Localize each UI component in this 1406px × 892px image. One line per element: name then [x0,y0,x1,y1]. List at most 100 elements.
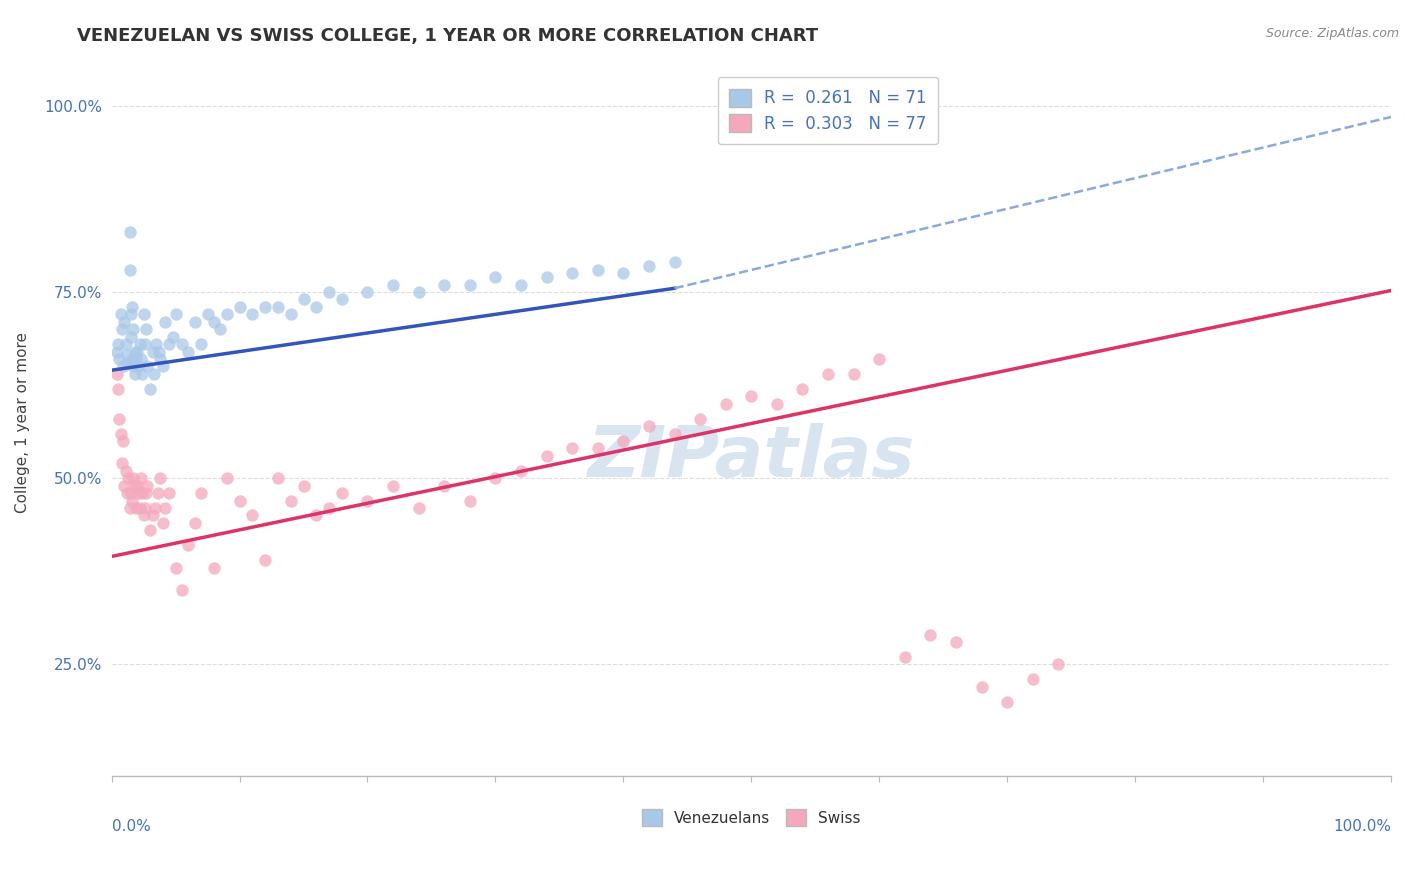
Point [433,277,456,292]
Point [228,300,250,314]
Point [664,255,686,269]
Point [433,478,456,492]
Text: Source: ZipAtlas.com: Source: ZipAtlas.com [1265,27,1399,40]
Point [177,538,200,552]
Point [586,442,609,456]
Point [586,262,609,277]
Point [215,307,238,321]
Point [536,449,558,463]
Point [612,266,634,280]
Point [202,560,225,574]
Point [970,680,993,694]
Point [149,471,172,485]
Point [458,277,481,292]
Point [292,478,315,492]
Point [114,464,136,478]
Point [458,493,481,508]
Point [157,337,180,351]
Point [143,501,166,516]
Point [136,359,159,374]
Point [484,471,506,485]
Point [638,419,661,434]
Point [108,411,131,425]
Point [127,359,149,374]
Point [117,471,139,485]
Point [136,478,159,492]
Point [111,456,134,470]
Point [664,426,686,441]
Point [842,367,865,381]
Point [254,553,277,567]
Point [118,262,141,277]
Point [132,508,155,523]
Text: 100.0%: 100.0% [1333,819,1391,834]
Point [170,337,193,351]
Point [190,486,212,500]
Point [152,359,174,374]
Point [190,337,212,351]
Point [165,560,187,574]
Legend: Venezuelans, Swiss: Venezuelans, Swiss [636,804,866,832]
Point [561,442,583,456]
Point [105,367,128,381]
Point [127,486,149,500]
Point [920,627,942,641]
Point [117,356,139,370]
Point [115,486,138,500]
Point [318,501,340,516]
Point [766,397,789,411]
Point [128,337,150,351]
Point [184,516,207,530]
Point [122,359,145,374]
Point [305,300,328,314]
Point [305,508,328,523]
Point [162,329,184,343]
Point [894,650,917,665]
Point [148,344,170,359]
Point [638,259,661,273]
Point [111,322,134,336]
Point [132,307,155,321]
Point [125,501,148,516]
Point [184,315,207,329]
Point [112,315,135,329]
Point [145,337,167,351]
Text: VENEZUELAN VS SWISS COLLEGE, 1 YEAR OR MORE CORRELATION CHART: VENEZUELAN VS SWISS COLLEGE, 1 YEAR OR M… [77,27,818,45]
Point [134,337,156,351]
Point [129,471,152,485]
Point [112,478,135,492]
Point [125,352,148,367]
Point [868,352,890,367]
Point [792,382,814,396]
Point [139,382,162,396]
Point [120,307,142,321]
Point [108,352,131,367]
Point [280,493,302,508]
Point [536,270,558,285]
Point [165,307,187,321]
Point [689,411,711,425]
Point [330,293,353,307]
Point [254,300,277,314]
Point [155,315,177,329]
Text: ZIPatlas: ZIPatlas [588,423,915,492]
Point [128,501,150,516]
Point [127,344,149,359]
Point [142,344,165,359]
Point [142,508,165,523]
Point [134,501,156,516]
Y-axis label: College, 1 year or more: College, 1 year or more [15,332,30,513]
Point [356,493,378,508]
Point [157,486,180,500]
Point [202,315,225,329]
Point [110,426,132,441]
Point [121,300,143,314]
Point [267,300,290,314]
Point [408,285,430,299]
Point [240,307,263,321]
Point [127,478,149,492]
Point [215,471,238,485]
Point [267,471,290,485]
Point [120,329,142,343]
Point [122,322,145,336]
